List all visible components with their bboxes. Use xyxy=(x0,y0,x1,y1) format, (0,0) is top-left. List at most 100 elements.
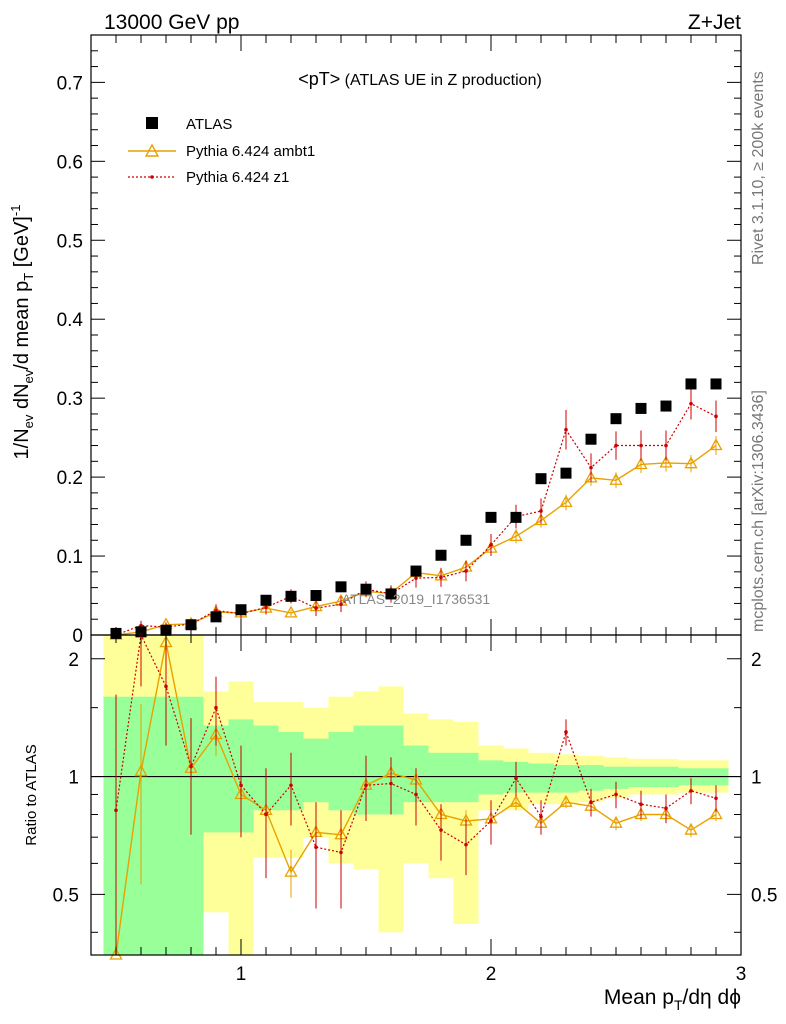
ratio-point-z1 xyxy=(364,783,368,788)
x-tick-label: 1 xyxy=(236,964,247,985)
point-ambt1 xyxy=(659,455,673,468)
ratio-point-ambt1 xyxy=(284,864,298,877)
point-atlas xyxy=(285,590,297,602)
ratio-point-z1 xyxy=(214,705,218,710)
point-atlas xyxy=(185,619,197,631)
ratio-y-tick-label-right: 1 xyxy=(751,768,762,789)
ratio-point-z1 xyxy=(264,812,268,817)
point-z1 xyxy=(714,414,718,419)
point-atlas xyxy=(210,611,222,623)
point-ambt1 xyxy=(584,470,598,483)
point-atlas xyxy=(535,473,547,485)
ratio-point-z1 xyxy=(239,783,243,788)
point-atlas xyxy=(435,549,447,561)
ratio-band-inner-8 xyxy=(303,738,329,803)
ratio-series-z1 xyxy=(114,632,718,955)
y-tick-label: 0.1 xyxy=(57,547,83,568)
y-tick-label: 0.2 xyxy=(57,468,83,489)
point-z1 xyxy=(489,543,493,547)
point-z1 xyxy=(589,465,593,470)
point-z1 xyxy=(314,606,318,610)
point-atlas xyxy=(510,511,522,523)
point-atlas xyxy=(660,400,672,412)
point-atlas xyxy=(460,534,472,546)
side-label-top: Rivet 3.1.10, ≥ 200k events xyxy=(750,71,767,265)
point-atlas xyxy=(335,581,347,593)
point-atlas xyxy=(685,378,697,390)
plot-title: <pT> (ATLAS UE in Z production) xyxy=(298,69,542,89)
y-tick-label: 0.3 xyxy=(57,389,83,410)
ratio-point-ambt1 xyxy=(684,822,698,835)
ratio-band-inner-15 xyxy=(478,760,504,795)
ratio-point-z1 xyxy=(714,796,718,801)
point-ambt1 xyxy=(684,456,698,469)
point-ambt1 xyxy=(509,528,523,541)
ratio-band-inner-13 xyxy=(428,752,454,803)
ratio-axis-label: Ratio to ATLAS xyxy=(23,744,40,845)
legend-z1-marker xyxy=(150,175,154,179)
legend: ATLAS Pythia 6.424 ambt1 Pythia 6.424 z1 xyxy=(128,116,315,186)
x-axis-label: Mean pT/dη dϕ xyxy=(604,986,741,1013)
point-atlas xyxy=(585,433,597,445)
ratio-band-inner-20 xyxy=(603,766,629,789)
plot-title-sub: (ATLAS UE in Z production) xyxy=(340,72,542,89)
x-tick-label: 3 xyxy=(736,964,747,985)
point-ambt1 xyxy=(534,513,548,526)
point-z1 xyxy=(414,576,418,580)
point-z1 xyxy=(339,602,343,607)
point-z1 xyxy=(439,575,443,580)
legend-ambt1-label: Pythia 6.424 ambt1 xyxy=(186,143,315,160)
point-ambt1 xyxy=(709,438,723,451)
ratio-point-z1 xyxy=(514,776,518,781)
point-ambt1 xyxy=(609,472,623,485)
svg-text:<pT> (ATLAS UE in Z production: <pT> (ATLAS UE in Z production) xyxy=(298,69,542,89)
point-atlas xyxy=(635,402,647,414)
side-label-bottom: mcplots.cern.ch [arXiv:1306.3436] xyxy=(750,390,767,632)
point-z1 xyxy=(539,509,543,513)
ratio-point-z1 xyxy=(639,802,643,806)
ratio-point-z1 xyxy=(539,814,543,819)
ratio-point-z1 xyxy=(564,730,568,734)
ratio-y-tick-label: 0.5 xyxy=(53,885,79,906)
ratio-y-tick-label-right: 0.5 xyxy=(751,885,777,906)
point-ambt1 xyxy=(559,495,573,508)
ratio-point-ambt1 xyxy=(509,794,523,807)
ratio-point-ambt1 xyxy=(109,947,123,960)
ratio-point-z1 xyxy=(614,792,618,797)
header-left: 13000 GeV pp xyxy=(104,11,239,34)
legend-z1-label: Pythia 6.424 z1 xyxy=(186,169,289,186)
ratio-band-inner-18 xyxy=(553,765,579,793)
plot-title-main: <pT> xyxy=(298,69,340,89)
point-z1 xyxy=(639,443,643,448)
ratio-point-z1 xyxy=(589,800,593,805)
point-atlas xyxy=(260,594,272,606)
ratio-point-z1 xyxy=(314,845,318,849)
ratio-point-z1 xyxy=(489,819,493,823)
y-tick-label: 0.5 xyxy=(57,231,83,252)
y-tick-label: 0 xyxy=(72,626,83,647)
watermark: ATLAS_2019_I1736531 xyxy=(342,591,491,607)
point-atlas xyxy=(710,378,722,390)
point-atlas xyxy=(410,565,422,577)
ratio-point-z1 xyxy=(664,806,668,811)
series-ambt1 xyxy=(109,436,723,640)
ratio-point-z1 xyxy=(439,828,443,832)
point-atlas xyxy=(610,413,622,425)
point-z1 xyxy=(689,401,693,406)
ratio-point-z1 xyxy=(164,684,168,689)
x-tick-label: 2 xyxy=(486,964,497,985)
legend-atlas-label: ATLAS xyxy=(186,116,232,133)
ratio-band-inner-9 xyxy=(328,731,354,811)
svg-text:1/Nev dNev/d mean pT [GeV]-1: 1/Nev dNev/d mean pT [GeV]-1 xyxy=(8,205,36,460)
ratio-point-ambt1 xyxy=(609,815,623,828)
ratio-point-z1 xyxy=(189,764,193,769)
header-right: Z+Jet xyxy=(688,11,741,34)
point-z1 xyxy=(464,569,468,573)
ratio-point-z1 xyxy=(339,850,343,855)
ratio-point-ambt1 xyxy=(709,807,723,820)
y-tick-label: 0.7 xyxy=(57,73,83,94)
point-atlas xyxy=(360,583,372,595)
ratio-point-z1 xyxy=(464,842,468,847)
point-atlas xyxy=(385,588,397,600)
